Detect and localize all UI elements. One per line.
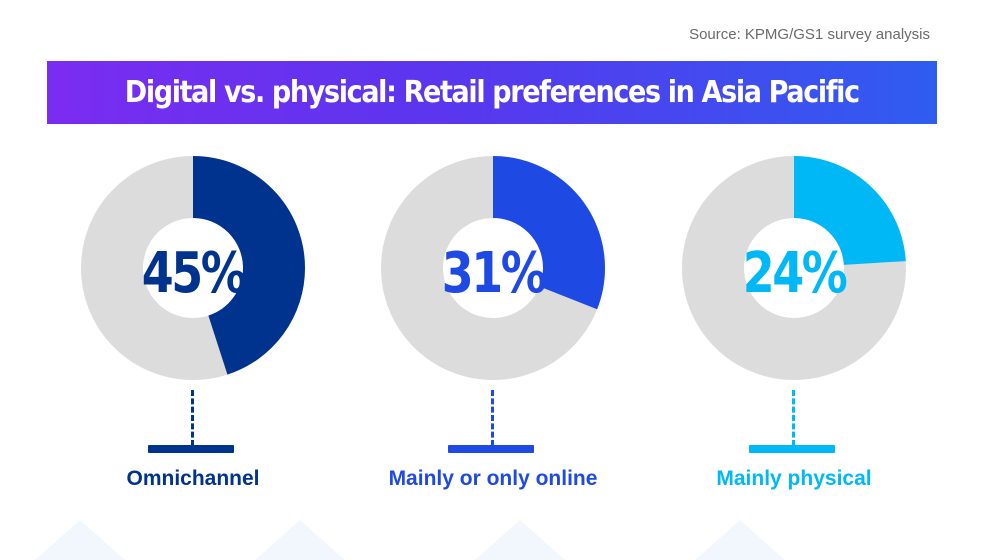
value-label-omnichannel: 45% xyxy=(141,241,247,306)
decorative-triangle xyxy=(695,520,785,560)
category-label-physical: Mainly physical xyxy=(716,467,872,490)
connector-stem xyxy=(792,390,795,446)
value-label-online: 31% xyxy=(441,241,547,306)
connector-base xyxy=(148,445,234,453)
decorative-triangle xyxy=(475,520,565,560)
donut-panel-online: 31% Mainly or only online xyxy=(380,155,620,490)
title-banner: Digital vs. physical: Retail preferences… xyxy=(47,61,937,124)
donut-online xyxy=(381,156,605,380)
connector-stem xyxy=(491,390,494,446)
donut-slice-omnichannel xyxy=(81,156,305,380)
donut-panel-physical: 24% Mainly physical xyxy=(681,155,921,490)
source-note: Source: KPMG/GS1 survey analysis xyxy=(689,26,930,43)
chart-title: Digital vs. physical: Retail preferences… xyxy=(125,75,860,110)
donut-slice-physical xyxy=(682,156,906,380)
decorative-triangle xyxy=(35,520,125,560)
category-label-online: Mainly or only online xyxy=(388,467,598,490)
connector-base xyxy=(448,445,534,453)
value-label-physical: 24% xyxy=(742,241,848,306)
donut-omnichannel xyxy=(81,156,305,380)
donut-physical xyxy=(682,156,906,380)
category-label-omnichannel: Omnichannel xyxy=(126,467,260,490)
connector-base xyxy=(749,445,835,453)
donut-panel-omnichannel: 45% Omnichannel xyxy=(80,155,320,490)
donut-slice-online xyxy=(381,156,605,380)
decorative-triangle xyxy=(255,520,345,560)
connector-stem xyxy=(191,390,194,446)
